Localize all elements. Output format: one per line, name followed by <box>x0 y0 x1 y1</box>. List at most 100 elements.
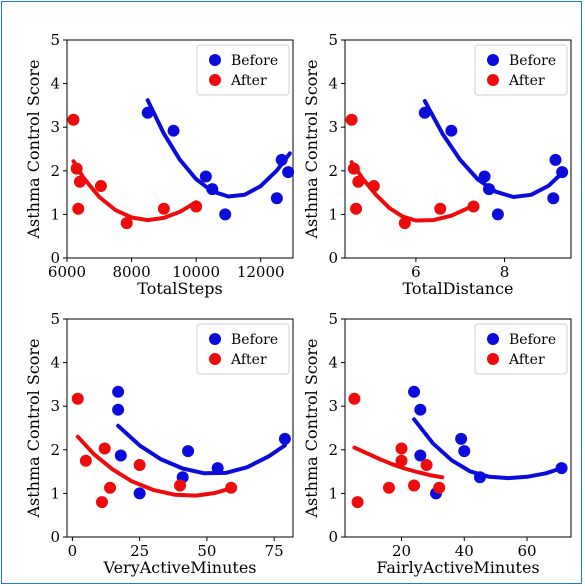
data-point-after <box>421 459 433 471</box>
data-point-before <box>474 471 486 483</box>
data-point-after <box>352 176 364 188</box>
data-point-after <box>72 393 84 405</box>
legend-label-after: After <box>230 73 267 89</box>
data-point-before <box>168 125 180 137</box>
data-point-after <box>383 482 395 494</box>
x-axis-label: FairlyActiveMinutes <box>376 558 539 577</box>
data-point-after <box>468 201 480 213</box>
data-point-after <box>67 114 79 126</box>
data-point-after <box>121 217 133 229</box>
data-point-before <box>547 192 559 204</box>
x-tick-label: 0 <box>68 542 78 560</box>
y-tick-label: 3 <box>50 397 60 415</box>
data-point-before <box>414 404 426 416</box>
chart-panel-1: 0123456000 8000 10000 12000TotalStepsAsthma… <box>24 31 294 298</box>
data-point-after <box>134 459 146 471</box>
data-point-before <box>212 462 224 474</box>
data-point-after <box>399 217 411 229</box>
x-axis-label: VeryActiveMinutes <box>102 558 256 577</box>
data-point-after <box>72 203 84 215</box>
chart-panel-2: 0123456 8TotalDistanceAsthma Control Scor… <box>302 31 571 298</box>
x-axis-label: TotalSteps <box>137 279 222 298</box>
data-point-before <box>206 183 218 195</box>
data-point-after <box>348 163 360 175</box>
data-point-before <box>492 208 504 220</box>
x-axis-label: TotalDistance <box>402 279 513 298</box>
data-point-before <box>408 386 420 398</box>
y-tick-label: 3 <box>50 118 60 136</box>
data-point-after <box>433 482 445 494</box>
y-tick-label: 1 <box>50 484 60 502</box>
y-tick-label: 2 <box>328 162 338 180</box>
fit-line-before <box>148 100 290 196</box>
legend-label-before: Before <box>231 332 278 348</box>
data-point-after <box>368 180 380 192</box>
y-tick-label: 5 <box>328 31 338 49</box>
data-point-before <box>455 433 467 445</box>
legend-label-before: Before <box>509 53 556 69</box>
y-tick-label: 0 <box>328 249 338 267</box>
data-point-before <box>556 462 568 474</box>
y-axis-label: Asthma Control Score <box>302 338 321 518</box>
legend-marker-before <box>209 333 221 345</box>
data-point-after <box>225 482 237 494</box>
y-tick-label: 0 <box>50 528 60 546</box>
fit-line-before <box>425 101 562 197</box>
data-point-after <box>74 176 86 188</box>
data-point-after <box>346 114 358 126</box>
y-axis-label: Asthma Control Score <box>24 338 43 518</box>
y-tick-label: 1 <box>328 484 338 502</box>
data-point-before <box>549 154 561 166</box>
legend-marker-after <box>487 353 499 365</box>
data-point-before <box>112 386 124 398</box>
data-point-before <box>219 208 231 220</box>
data-point-after <box>174 480 186 492</box>
data-point-before <box>279 433 291 445</box>
data-point-before <box>115 449 127 461</box>
data-point-before <box>200 170 212 182</box>
data-point-after <box>396 455 408 467</box>
data-point-before <box>182 445 194 457</box>
data-point-before <box>458 445 470 457</box>
legend-marker-before <box>209 54 221 66</box>
data-point-after <box>352 496 364 508</box>
fit-line-after <box>352 162 474 220</box>
data-point-before <box>112 404 124 416</box>
data-point-after <box>99 442 111 454</box>
x-tick-label: 6000 <box>48 263 86 281</box>
y-tick-label: 2 <box>328 441 338 459</box>
data-point-before <box>134 487 146 499</box>
legend-label-before: Before <box>509 332 556 348</box>
legend-marker-before <box>487 54 499 66</box>
data-point-before <box>479 170 491 182</box>
data-point-before <box>276 154 288 166</box>
data-point-after <box>348 393 360 405</box>
y-tick-label: 1 <box>50 205 60 223</box>
legend-marker-before <box>487 333 499 345</box>
data-point-before <box>419 107 431 119</box>
data-point-after <box>434 203 446 215</box>
legend-marker-after <box>209 353 221 365</box>
y-axis-label: Asthma Control Score <box>24 59 43 239</box>
data-point-before <box>271 192 283 204</box>
data-point-before <box>483 183 495 195</box>
y-tick-label: 5 <box>50 31 60 49</box>
y-tick-label: 4 <box>50 75 60 93</box>
y-tick-label: 3 <box>328 397 338 415</box>
legend-label-before: Before <box>231 53 278 69</box>
data-point-after <box>96 496 108 508</box>
data-point-after <box>408 480 420 492</box>
x-tick-label: 12000 <box>237 263 285 281</box>
y-tick-label: 4 <box>328 75 338 93</box>
legend-marker-after <box>209 74 221 86</box>
data-point-before <box>556 166 568 178</box>
data-point-after <box>350 203 362 215</box>
data-point-after <box>95 180 107 192</box>
y-tick-label: 0 <box>328 528 338 546</box>
y-tick-label: 4 <box>328 354 338 372</box>
legend-label-after: After <box>508 73 545 89</box>
x-tick-label: 75 <box>265 542 284 560</box>
